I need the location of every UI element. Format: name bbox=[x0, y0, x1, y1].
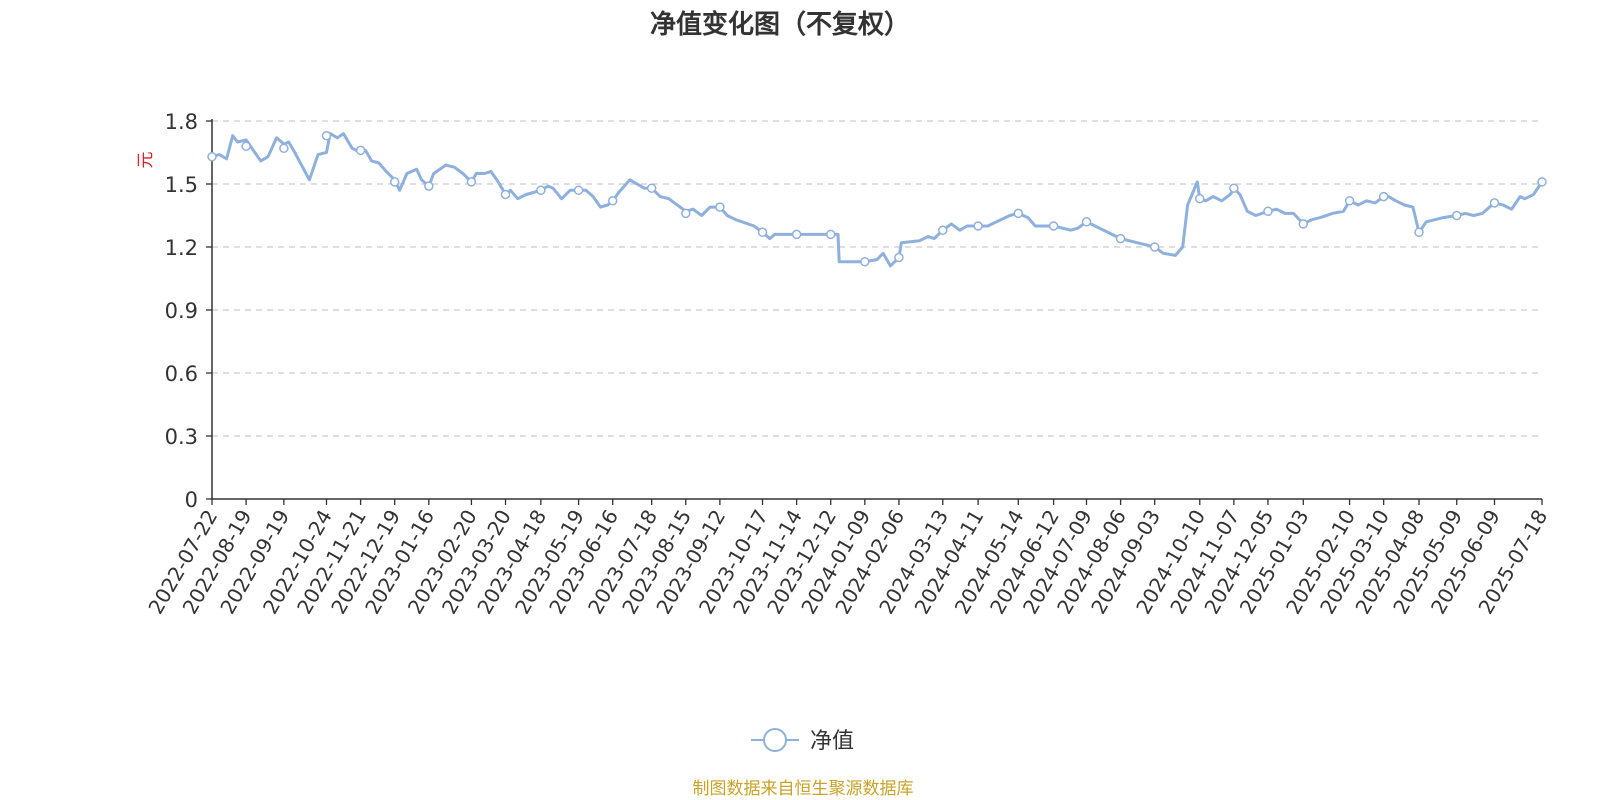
y-tick-label: 1.8 bbox=[165, 110, 198, 134]
data-point-marker bbox=[1344, 196, 1355, 206]
data-point-marker bbox=[1115, 233, 1126, 244]
legend-circle-icon bbox=[763, 728, 787, 752]
data-point-marker bbox=[715, 202, 725, 212]
data-point-marker bbox=[536, 185, 546, 196]
data-point-marker bbox=[681, 208, 691, 219]
y-tick-label: 1.2 bbox=[165, 236, 198, 260]
data-point-marker bbox=[757, 227, 768, 238]
data-point-marker bbox=[389, 177, 400, 187]
data-point-marker bbox=[973, 221, 983, 231]
data-point-marker bbox=[241, 141, 251, 151]
data-point-marker bbox=[860, 256, 870, 267]
y-tick-label: 0.6 bbox=[165, 362, 198, 386]
x-axis-ticks: 2022-07-222022-08-192022-09-192022-10-24… bbox=[143, 499, 1552, 618]
data-point-marker bbox=[1537, 177, 1547, 187]
y-tick-label: 0.9 bbox=[165, 299, 198, 323]
data-point-marker bbox=[1149, 242, 1160, 252]
data-point-marker bbox=[1489, 198, 1500, 208]
data-point-marker bbox=[1414, 227, 1424, 238]
legend[interactable]: 净值 bbox=[751, 728, 854, 754]
data-source-note: 制图数据来自恒生聚源数据库 bbox=[693, 779, 914, 799]
y-tick-label: 0 bbox=[185, 488, 198, 512]
data-point-marker bbox=[607, 196, 618, 206]
data-point-marker bbox=[1013, 208, 1024, 219]
data-point-marker bbox=[321, 130, 332, 141]
data-point-marker bbox=[1195, 193, 1205, 204]
legend-label: 净值 bbox=[810, 729, 854, 754]
data-point-marker bbox=[1298, 219, 1309, 229]
data-point-marker bbox=[500, 189, 511, 200]
data-point-marker bbox=[825, 229, 836, 240]
series-layer bbox=[207, 130, 1547, 268]
data-point-marker bbox=[466, 177, 477, 187]
data-point-marker bbox=[894, 252, 904, 263]
data-point-marker bbox=[1451, 210, 1462, 221]
data-point-marker bbox=[1081, 217, 1092, 227]
data-point-marker bbox=[938, 225, 948, 235]
y-axis-unit-label: 元 bbox=[136, 152, 156, 169]
y-axis-ticks: 0 0.3 0.6 0.9 1.2 1.5 1.8 bbox=[165, 110, 212, 512]
data-point-marker bbox=[207, 151, 217, 162]
series-line bbox=[210, 132, 1544, 268]
chart-title: 净值变化图（不复权） bbox=[650, 9, 910, 40]
y-tick-label: 1.5 bbox=[165, 173, 198, 197]
data-point-marker bbox=[1048, 221, 1059, 231]
data-point-marker bbox=[1378, 191, 1389, 202]
data-point-marker bbox=[1263, 206, 1273, 217]
data-point-marker bbox=[424, 181, 434, 191]
data-point-marker bbox=[573, 185, 584, 196]
y-tick-label: 0.3 bbox=[165, 425, 198, 449]
data-point-marker bbox=[355, 145, 366, 156]
data-point-marker bbox=[1229, 183, 1239, 193]
data-point-marker bbox=[791, 229, 802, 240]
axes bbox=[211, 119, 1542, 500]
data-point-marker bbox=[279, 143, 289, 154]
grid-lines bbox=[212, 120, 1542, 437]
data-point-marker bbox=[646, 183, 657, 193]
